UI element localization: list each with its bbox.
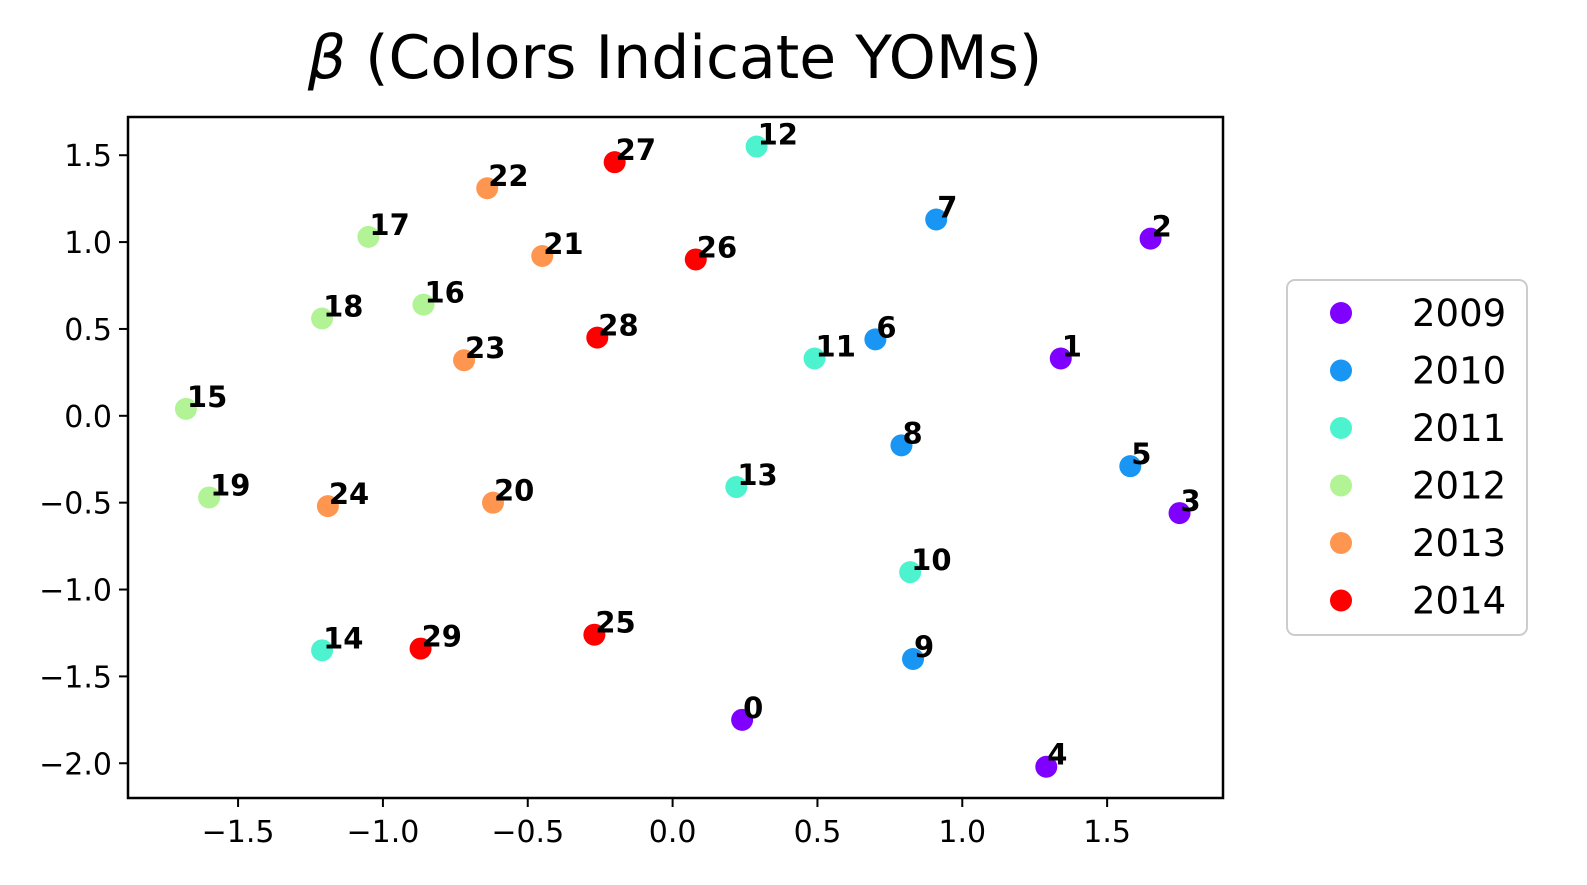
legend: 2009 2010 2011 2012 2013 2014: [1286, 279, 1528, 636]
point-label: 11: [816, 329, 856, 363]
x-tick-label: −1.5: [202, 815, 275, 850]
point-label: 5: [1131, 437, 1151, 471]
scatter-point: [586, 326, 609, 349]
y-tick-label: 1.0: [64, 226, 112, 261]
legend-marker: [1330, 532, 1352, 554]
scatter-point: [803, 347, 826, 370]
scatter-point: [316, 495, 339, 518]
x-tick-label: 0.0: [649, 815, 697, 850]
scatter-point: [899, 561, 922, 584]
point-label: 23: [465, 331, 505, 365]
x-tick-label: 1.0: [938, 815, 986, 850]
plot-frame: [126, 115, 1225, 800]
scatter-point: [1119, 455, 1142, 478]
point-label: 17: [369, 208, 409, 242]
scatter-point: [684, 248, 707, 271]
point-label: 20: [494, 474, 534, 508]
point-label: 13: [737, 458, 777, 492]
legend-marker: [1330, 359, 1352, 382]
scatter-point: [412, 293, 435, 316]
scatter-point: [890, 434, 913, 457]
point-label: 28: [598, 309, 638, 343]
scatter-point: [476, 177, 499, 200]
point-label: 25: [595, 606, 635, 640]
legend-label: 2009: [1412, 292, 1506, 335]
point-label: 24: [329, 477, 369, 511]
point-label: 19: [210, 468, 250, 502]
legend-marker: [1330, 417, 1352, 439]
scatter-point: [1139, 227, 1162, 250]
point-label: 8: [902, 416, 922, 450]
point-label: 2: [1152, 210, 1172, 244]
scatter-point: [745, 135, 768, 158]
point-label: 16: [424, 276, 464, 310]
point-label: 29: [422, 620, 462, 654]
legend-marker: [1330, 474, 1352, 497]
point-label: 12: [758, 118, 798, 152]
point-label: 14: [323, 621, 363, 655]
x-tick-label: 0.5: [794, 815, 842, 850]
point-label: 27: [616, 133, 656, 167]
y-tick-label: 0.5: [64, 313, 112, 348]
point-label: 10: [911, 543, 951, 577]
y-tick-label: −0.5: [39, 487, 112, 522]
legend-label: 2012: [1412, 465, 1506, 508]
legend-label: 2013: [1412, 522, 1506, 565]
y-tick-label: 0.0: [64, 400, 112, 435]
y-tick-label: −1.5: [39, 660, 112, 695]
scatter-point: [453, 349, 476, 372]
scatter-point: [1049, 347, 1072, 370]
point-label: 15: [187, 380, 227, 414]
scatter-point: [864, 328, 887, 351]
x-tick-label: −0.5: [491, 815, 564, 850]
point-label: 4: [1047, 738, 1067, 772]
scatter-point: [902, 648, 925, 671]
scatter-point: [409, 637, 432, 660]
scatter-point: [198, 486, 221, 509]
legend-label: 2011: [1412, 407, 1506, 450]
point-label: 26: [697, 230, 737, 264]
scatter-point: [531, 244, 554, 267]
point-label: 21: [543, 227, 583, 261]
scatter-point: [1035, 755, 1058, 778]
x-tick-label: −1.0: [346, 815, 419, 850]
point-label: 7: [937, 190, 957, 224]
point-label: 3: [1181, 484, 1201, 518]
legend-label: 2014: [1412, 580, 1506, 623]
title-text: (Colors Indicate YOMs): [346, 23, 1042, 93]
point-label: 0: [743, 691, 763, 725]
axis-ticks: −1.5 −1.0 −0.5 0.0 0.5 1.0 1.5 1.5 1.0 0.5 0.0 −0.5…: [39, 139, 1131, 850]
scatter-point: [583, 623, 606, 646]
x-tick-label: 1.5: [1083, 815, 1131, 850]
scatter-point: [311, 307, 334, 330]
point-label: 22: [488, 159, 528, 193]
point-label: 18: [323, 290, 363, 324]
scatter-point: [311, 639, 334, 662]
point-label: 6: [876, 310, 896, 344]
scatter-point: [482, 491, 504, 514]
point-label: 1: [1062, 329, 1082, 363]
scatter-point: [603, 151, 626, 174]
point-label: 9: [914, 630, 934, 664]
scatter-point: [174, 397, 197, 420]
y-tick-label: −1.0: [39, 574, 112, 609]
legend-marker: [1330, 589, 1352, 612]
scatter-point: [731, 708, 754, 731]
chart-title: β (Colors Indicate YOMs): [307, 23, 1043, 93]
legend-label: 2010: [1412, 350, 1506, 393]
y-tick-label: 1.5: [64, 139, 112, 174]
scatter-point: [925, 208, 948, 231]
title-symbol: β: [307, 23, 346, 93]
scatter-point: [725, 476, 748, 499]
legend-marker: [1330, 302, 1352, 324]
y-tick-label: −2.0: [39, 747, 112, 782]
scatter-point: [357, 225, 380, 248]
scatter-point: [1168, 502, 1191, 525]
